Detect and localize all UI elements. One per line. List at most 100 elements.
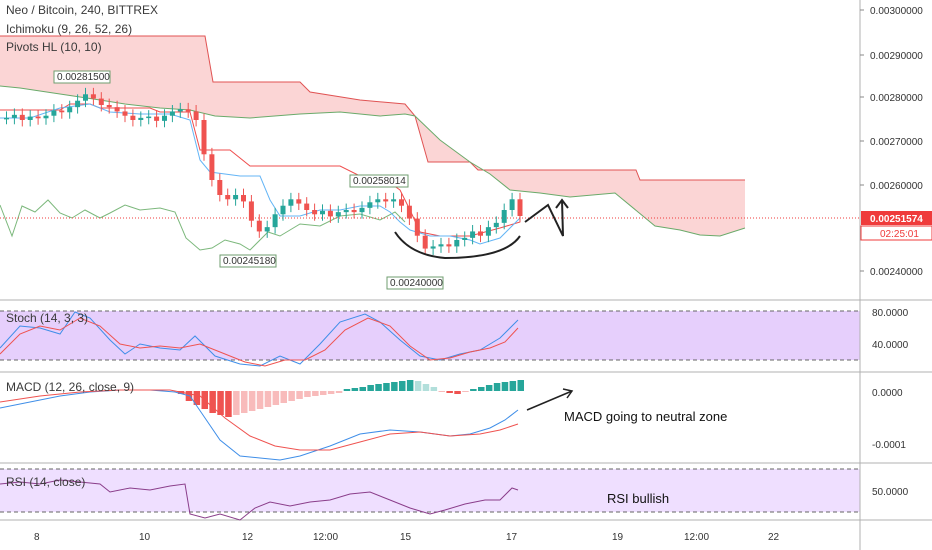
candle	[391, 199, 397, 202]
macd-bar	[391, 382, 398, 391]
candle	[169, 111, 175, 116]
time-tick: 19	[612, 532, 624, 543]
macd-bar	[304, 391, 311, 397]
stoch-band	[0, 311, 860, 360]
macd-bar	[470, 389, 477, 391]
candle	[51, 110, 57, 116]
candle	[422, 235, 428, 249]
candle	[485, 227, 491, 236]
candle	[517, 199, 523, 216]
candle	[383, 199, 389, 202]
macd-bar	[359, 387, 366, 391]
macd-tick: 0.0000	[872, 388, 903, 399]
candle	[162, 115, 167, 121]
macd-bar	[383, 383, 390, 391]
candle	[462, 237, 468, 240]
zigzag-arrow-drawing	[524, 199, 564, 237]
chart-title: Neo / Bitcoin, 240, BITTREX	[6, 3, 158, 17]
price-tick: 0.00300000	[870, 6, 923, 17]
candle	[320, 210, 325, 215]
macd-bar	[296, 391, 303, 399]
candle	[272, 214, 278, 228]
candle	[406, 205, 412, 219]
rsi-note: RSI bullish	[607, 491, 669, 506]
time-tick: 15	[400, 532, 412, 543]
candle	[438, 244, 444, 247]
candle	[43, 115, 49, 119]
stoch-title: Stoch (14, 3, 3)	[6, 311, 88, 325]
price-tick: 0.00260000	[870, 181, 923, 192]
macd-title: MACD (12, 26, close, 9)	[6, 380, 134, 394]
candle	[177, 109, 183, 112]
candle	[59, 110, 65, 113]
candle	[327, 210, 333, 217]
indicator-pivots-label: Pivots HL (10, 10)	[6, 40, 102, 54]
candle	[493, 222, 499, 228]
macd-bar	[375, 384, 382, 391]
rsi-line	[0, 479, 519, 521]
candle	[351, 210, 357, 213]
price-tick: 0.00270000	[870, 137, 923, 148]
pivot-label-text: 0.00281500	[57, 72, 110, 83]
candle	[106, 105, 112, 108]
current-price-tag	[861, 211, 932, 225]
candle	[154, 116, 160, 121]
candle	[90, 94, 96, 99]
candle	[67, 107, 73, 113]
ichimoku-senkou-a	[0, 85, 746, 237]
macd-bar	[509, 381, 517, 391]
time-tick: 12:00	[313, 532, 338, 543]
macd-bar	[493, 383, 501, 391]
candle	[296, 199, 302, 204]
candle	[446, 244, 452, 247]
candle	[264, 227, 270, 232]
time-tick: 12:00	[684, 532, 709, 543]
macd-bar	[462, 391, 469, 392]
macd-signal-line	[0, 389, 519, 451]
candle	[375, 199, 381, 203]
ichimoku-chikou	[0, 199, 406, 251]
cup-drawing	[394, 231, 521, 260]
candle	[146, 116, 152, 119]
candles-group	[4, 87, 523, 255]
pivot-label: 0.00240000	[386, 276, 444, 290]
macd-bar	[288, 391, 295, 401]
candle	[335, 212, 341, 217]
macd-bar	[367, 385, 374, 391]
candle	[201, 120, 207, 155]
candle	[414, 218, 420, 236]
macd-bar	[280, 391, 287, 403]
stoch-tick: 80.0000	[872, 308, 909, 319]
candle	[11, 114, 17, 118]
candle	[288, 199, 294, 206]
pivot-label-text: 0.00258014	[353, 176, 406, 187]
macd-bar	[501, 382, 509, 391]
macd-bar	[351, 388, 359, 391]
rsi-tick: 50.0000	[872, 487, 909, 498]
candle	[399, 199, 404, 206]
rsi-band	[0, 469, 860, 512]
candle	[83, 94, 88, 101]
candle	[509, 199, 515, 210]
current-price-value: 0.00251574	[870, 214, 923, 225]
candle	[359, 207, 365, 213]
macd-bar	[335, 391, 343, 393]
macd-bar	[327, 391, 335, 394]
indicator-ichimoku-label: Ichimoku (9, 26, 52, 26)	[6, 22, 132, 36]
time-axis: 8 10 12 12:00 15 17 19 12:00 22	[34, 532, 780, 543]
candle	[4, 117, 9, 120]
macd-bar	[454, 391, 461, 394]
macd-bar	[248, 391, 256, 411]
rsi-title: RSI (14, close)	[6, 475, 85, 489]
candle	[256, 220, 262, 232]
macd-bar	[264, 391, 272, 407]
macd-bar	[256, 391, 264, 409]
candle	[470, 231, 476, 238]
price-tick: 0.00240000	[870, 267, 923, 278]
candle	[114, 107, 120, 112]
macd-bar	[209, 391, 216, 413]
macd-bar	[312, 391, 319, 396]
macd-bar	[406, 380, 414, 391]
macd-bar	[517, 380, 524, 391]
